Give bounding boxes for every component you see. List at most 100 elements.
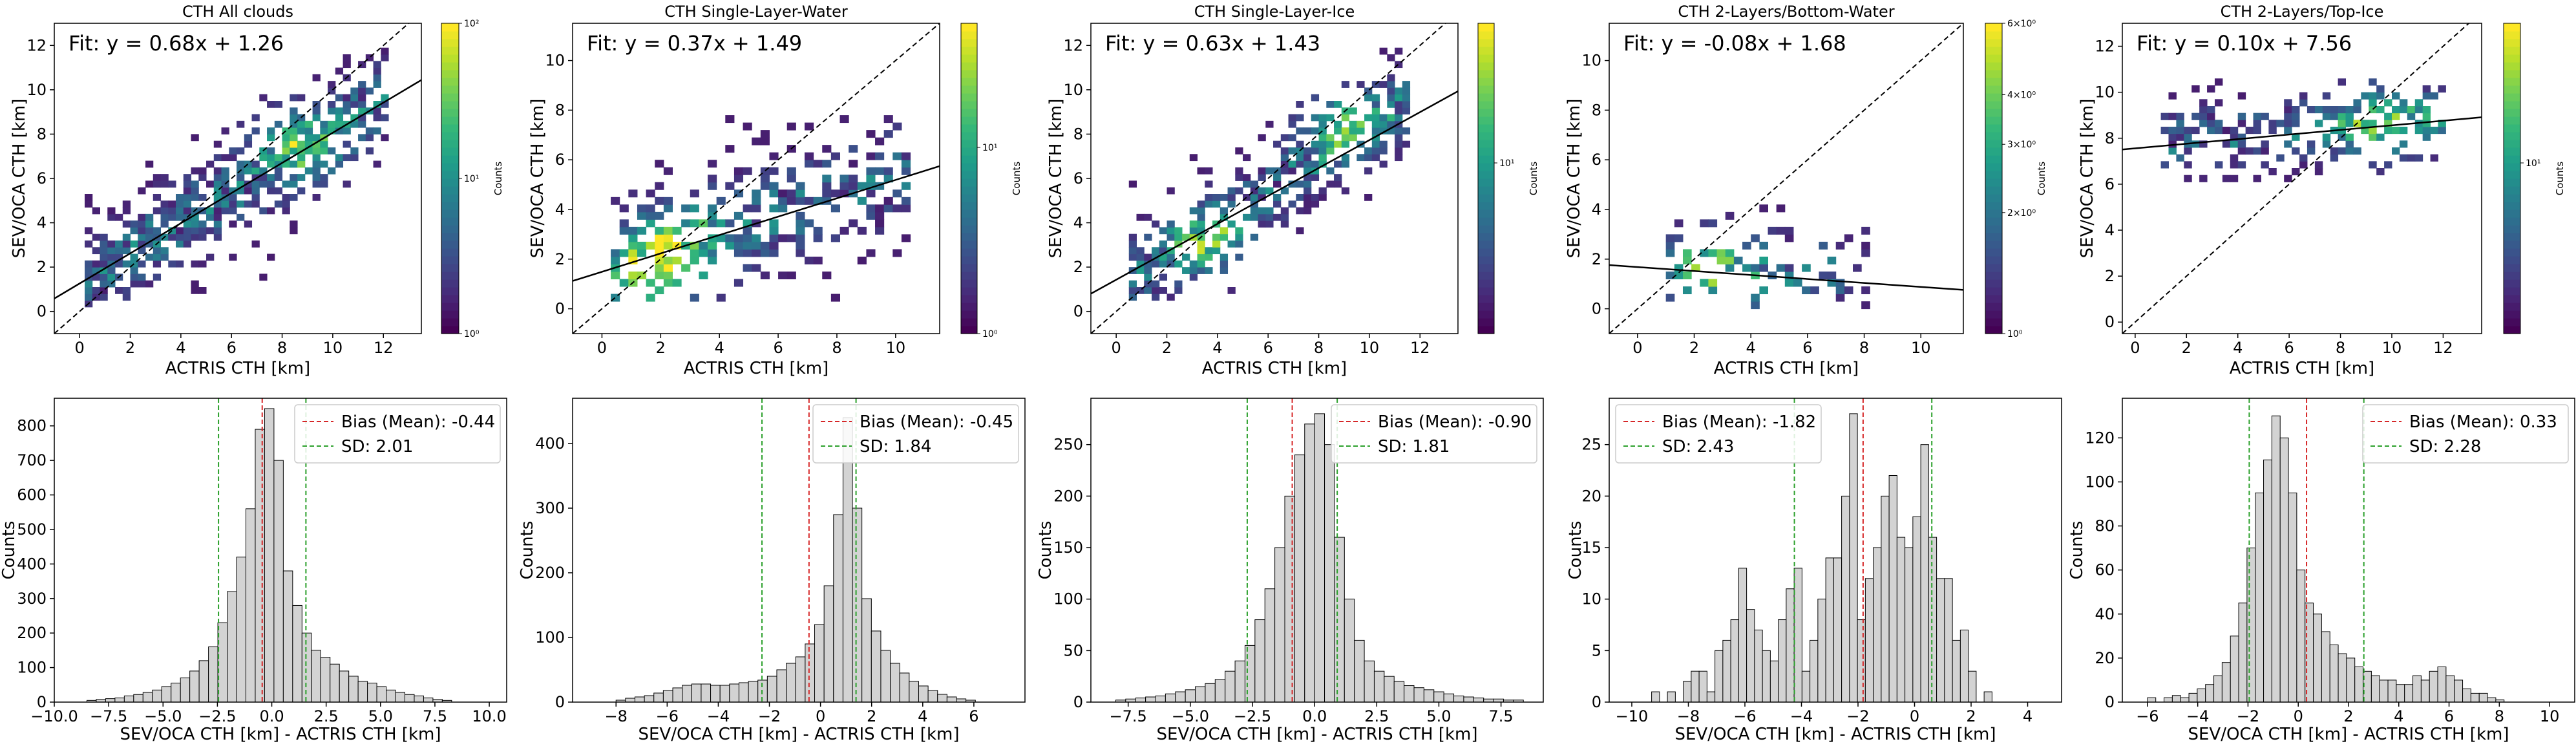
heatmap-cell [2199,120,2208,127]
heatmap-cell [168,207,176,215]
heatmap-cell [138,273,146,281]
heatmap-cell [1288,114,1296,122]
heatmap-cell [1136,267,1145,274]
heatmap-cell [1682,286,1692,295]
chart-title: CTH Single-Layer-Ice [1194,3,1355,21]
heatmap-cell [752,204,761,213]
heatmap-cell [663,226,673,235]
heatmap-cell [1395,140,1403,148]
heatmap-cell [100,280,108,288]
colorbar-segment [1985,178,2002,187]
histogram-bar [1384,676,1395,703]
colorbar-segment [441,256,459,264]
heatmap-cell [251,167,260,175]
heatmap-cell [198,167,207,175]
colorbar-tick-label: 2×10⁰ [2007,208,2036,219]
heatmap-cell [672,279,682,287]
histogram-bar [2478,692,2488,703]
histogram-bar [672,687,683,703]
heatmap-cell [901,160,911,168]
heatmap-cell [373,81,381,88]
colorbar-segment [441,186,459,195]
colorbar-segment [1478,279,1494,288]
heatmap-cell [1402,140,1411,148]
heatmap-cell [1341,127,1350,134]
colorbar-segment [1985,248,2002,257]
histogram-bar [2296,570,2306,703]
heatmap-cell [297,187,306,195]
heatmap-cell [107,213,116,221]
heatmap-cell [297,140,306,148]
heatmap-cell [1265,220,1274,228]
heatmap-cell [813,160,823,168]
colorbar-segment [2504,279,2520,288]
histogram-bar [1324,444,1335,703]
heatmap-cell [1318,114,1327,122]
heatmap-cell [1395,87,1403,95]
heatmap-cell [2222,140,2231,148]
colorbar-segment [441,31,459,39]
colorbar-segment [1985,78,2002,86]
heatmap-cell [2230,133,2239,141]
heatmap-cell [2276,120,2285,127]
heatmap-cell [1212,247,1221,255]
heatmap-cell [237,147,245,155]
colorbar-segment [961,178,977,187]
colorbar-segment [441,124,459,133]
colorbar-segment [2504,140,2520,148]
heatmap-cell [1387,94,1395,102]
heatmap-cell [875,211,885,220]
heatmap-cell [655,241,664,250]
histogram-bar [1864,578,1874,703]
heatmap-cell [85,280,93,288]
histogram-bar [1284,495,1295,703]
colorbar-segment [1985,240,2002,249]
histogram-bar [2271,415,2281,703]
histogram-bar [2263,459,2272,703]
heatmap-cell [875,219,885,228]
histogram-bar [1145,696,1156,703]
heatmap-cell [145,253,154,261]
y-tick-label: 200 [535,564,565,582]
heatmap-cell [1197,207,1205,215]
histogram-bar [2213,675,2222,703]
heatmap-cell [328,147,336,155]
heatmap-cell [176,213,184,221]
heatmap-cell [328,107,336,115]
heatmap-cell [1861,249,1870,257]
heatmap-cell [1304,200,1312,208]
heatmap-cell [1288,167,1296,175]
heatmap-cell [2345,112,2354,120]
colorbar-segment [1985,326,2002,334]
heatmap-cell [350,147,359,155]
heatmap-cell [2268,127,2277,134]
heatmap-cell [328,101,336,108]
colorbar-segment [961,318,977,326]
histogram-bar [1691,670,1700,703]
histogram-bar [386,689,396,703]
heatmap-cell [1212,200,1221,208]
heatmap-cell [769,189,779,198]
heatmap-cell [267,160,275,168]
heatmap-cell [2160,127,2169,134]
heatmap-cell [237,160,245,168]
histogram-bar [1722,639,1731,703]
colorbar-segment [2504,272,2520,280]
heatmap-cell [1258,213,1266,221]
heatmap-cell [787,234,796,242]
heatmap-cell [290,134,298,142]
heatmap-cell [1273,213,1282,221]
heatmap-cell [304,167,313,175]
heatmap-cell [804,152,814,160]
heatmap-cell [328,81,336,88]
heatmap-cell [176,233,184,241]
x-tick-label: 0 [816,707,825,725]
heatmap-cell [1304,187,1312,195]
heatmap-cell [2399,127,2408,134]
heatmap-cell [290,147,298,155]
colorbar-segment [2504,178,2520,187]
x-tick-label: −2 [1846,707,1869,725]
heatmap-cell [1784,264,1794,272]
heatmap-cell [2284,106,2292,114]
heatmap-cell [796,241,805,250]
